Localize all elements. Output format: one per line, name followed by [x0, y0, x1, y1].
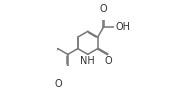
Text: O: O — [54, 79, 62, 89]
Text: O: O — [100, 4, 107, 14]
Text: O: O — [104, 56, 112, 66]
Text: OH: OH — [116, 22, 130, 32]
Text: NH: NH — [80, 56, 95, 66]
